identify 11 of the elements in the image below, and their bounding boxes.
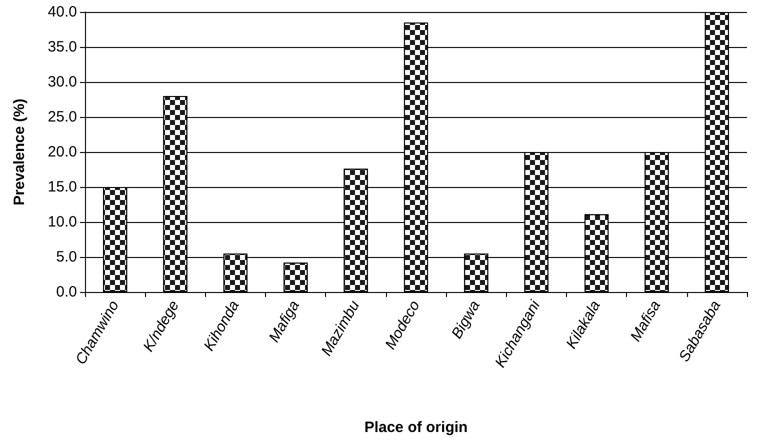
y-tick-label: 10.0 — [48, 214, 77, 230]
y-tick-label: 5.0 — [56, 248, 77, 266]
y-tick-label: 20.0 — [48, 144, 77, 160]
y-tick-label: 15.0 — [48, 178, 77, 196]
y-tick-label: 0.0 — [56, 284, 77, 300]
y-tick-label: 30.0 — [48, 74, 77, 90]
y-axis-title: Prevalence (%) — [11, 98, 28, 206]
x-axis-title: Place of origin — [364, 419, 468, 436]
y-tick-label: 35.0 — [48, 38, 77, 56]
y-tick-label: 40.0 — [48, 4, 77, 20]
y-tick-label: 25.0 — [48, 108, 77, 126]
